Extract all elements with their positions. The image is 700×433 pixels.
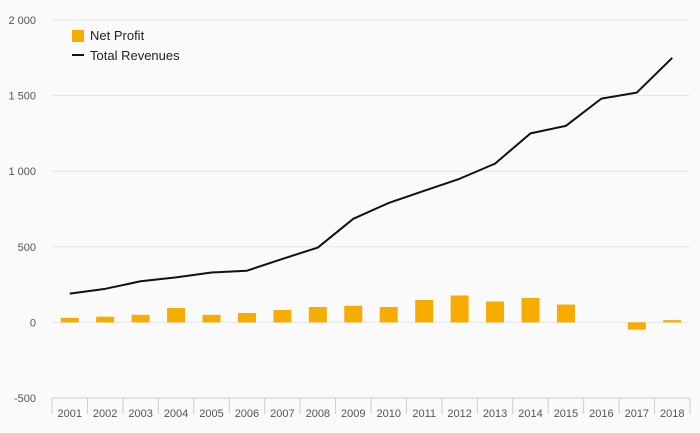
- y-tick-label: 0: [30, 317, 36, 329]
- x-tick-label: 2012: [447, 408, 471, 420]
- x-tick-label: 2016: [589, 408, 613, 420]
- net-profit-bars: [60, 295, 682, 330]
- y-tick-label: -500: [14, 393, 36, 405]
- x-tick-label: 2007: [270, 408, 294, 420]
- x-axis: 2001 2002 2003 2004 2005 2006 2007 2008 2009 2010…: [51, 397, 691, 420]
- x-tick-label: 2013: [483, 408, 507, 420]
- x-tick-label: 2003: [128, 408, 152, 420]
- bar-net-profit-2004: [167, 308, 186, 323]
- x-tick-label: 2015: [554, 408, 578, 420]
- bar-net-profit-2012: [450, 295, 469, 323]
- bar-net-profit-2011: [415, 300, 434, 323]
- line-total-revenues: [69, 57, 673, 295]
- bar-net-profit-2006: [237, 313, 256, 323]
- x-tick-label: 2005: [199, 408, 223, 420]
- x-tick-label: 2006: [235, 408, 259, 420]
- x-tick-label: 2011: [412, 408, 436, 420]
- x-tick-label: 2001: [57, 408, 81, 420]
- y-tick-label: 2 000: [8, 15, 36, 27]
- bar-net-profit-2010: [379, 306, 398, 323]
- x-tick-label: 2010: [376, 408, 400, 420]
- x-tick-label: 2014: [518, 408, 542, 420]
- x-tick-label: 2008: [306, 408, 330, 420]
- bar-net-profit-2005: [202, 314, 221, 323]
- gridlines: [52, 19, 690, 399]
- x-tick-label: 2002: [93, 408, 117, 420]
- x-tick-label: 2017: [625, 408, 649, 420]
- bar-net-profit-2013: [486, 301, 505, 323]
- bar-net-profit-2018: [663, 320, 682, 323]
- x-tick-label: 2009: [341, 408, 365, 420]
- bar-net-profit-2008: [308, 306, 327, 323]
- bar-net-profit-2015: [556, 304, 575, 323]
- bar-net-profit-2001: [60, 317, 79, 323]
- y-tick-label: 1 000: [8, 166, 36, 178]
- bar-net-profit-2014: [521, 297, 540, 323]
- legend: Net Profit Total Revenues: [72, 28, 180, 63]
- y-axis: -500 0 500 1 000 1 500 2 000: [8, 15, 36, 405]
- bar-net-profit-2003: [131, 314, 150, 323]
- x-tick-label: 2004: [164, 408, 188, 420]
- total-revenues-line-group: [69, 57, 673, 295]
- bar-net-profit-2007: [273, 310, 292, 323]
- bar-net-profit-2017: [627, 322, 646, 330]
- legend-label-total-revenues: Total Revenues: [90, 48, 180, 63]
- legend-label-net-profit: Net Profit: [90, 28, 145, 43]
- bar-net-profit-2002: [96, 316, 115, 323]
- y-tick-label: 500: [18, 242, 36, 254]
- legend-swatch-net-profit: [72, 30, 84, 42]
- bar-net-profit-2009: [344, 305, 363, 323]
- y-tick-label: 1 500: [8, 91, 36, 103]
- x-tick-label: 2018: [660, 408, 684, 420]
